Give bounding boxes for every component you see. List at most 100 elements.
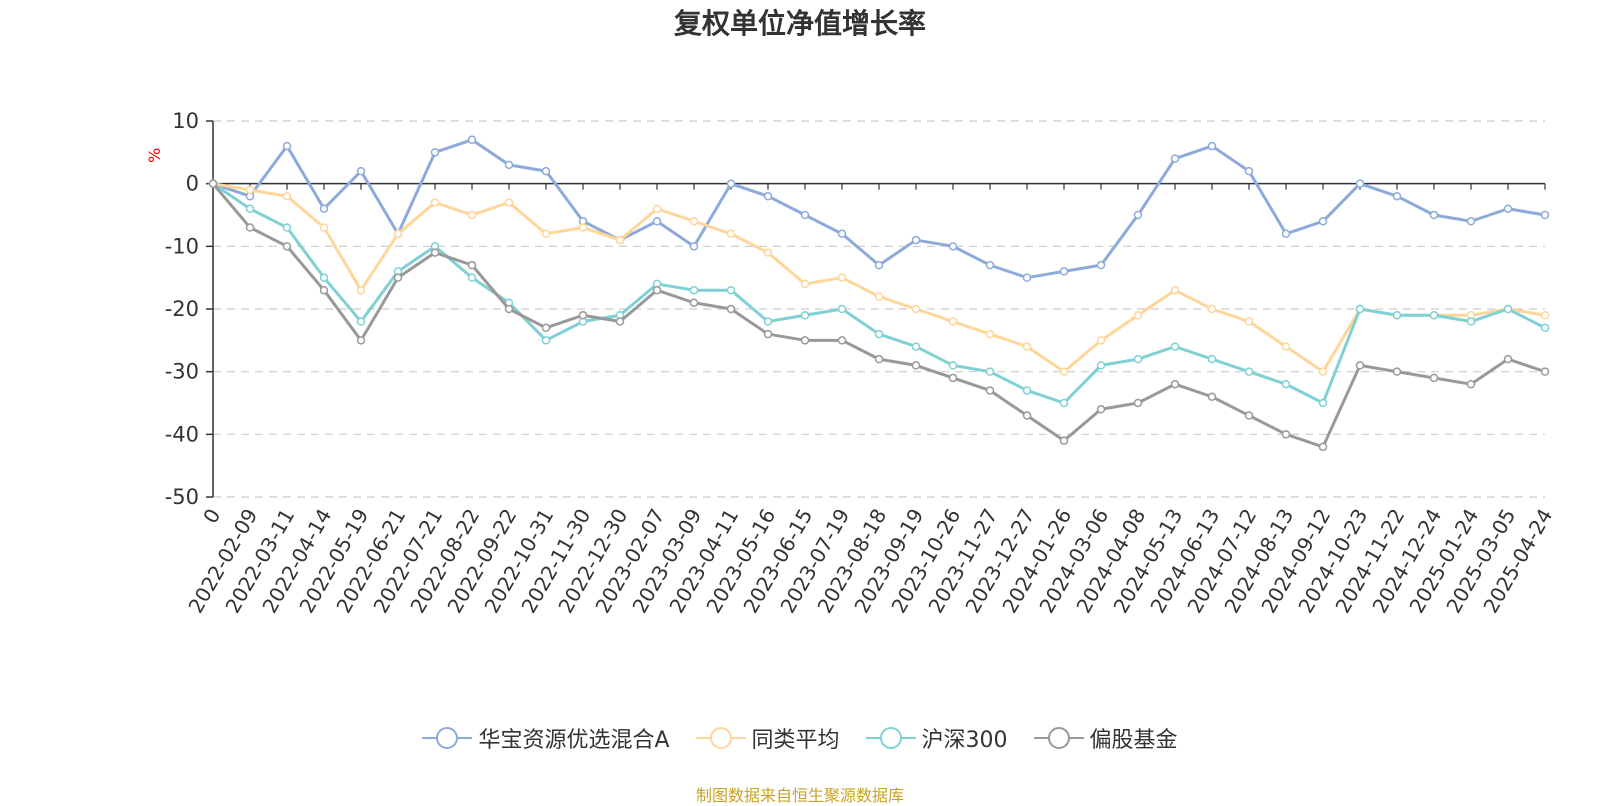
data-point-fund — [356, 166, 366, 176]
data-point-equity — [356, 336, 366, 345]
data-point-hs300 — [1207, 354, 1217, 364]
data-point-hs300 — [1170, 342, 1180, 351]
data-point-fund — [467, 135, 477, 145]
data-point-equity — [1392, 367, 1402, 376]
data-point-equity — [541, 323, 551, 333]
legend-marker-icon — [422, 727, 473, 749]
data-point-peer — [689, 217, 699, 226]
data-point-hs300 — [1133, 354, 1143, 364]
data-point-peer — [504, 198, 514, 207]
data-point-fund — [837, 229, 847, 239]
data-point-equity — [467, 260, 477, 270]
data-point-peer — [800, 279, 810, 289]
legend-item-hs300[interactable]: 沪深300 — [865, 722, 1008, 754]
data-point-peer — [1244, 317, 1254, 326]
data-point-equity — [874, 354, 884, 364]
data-point-equity — [800, 336, 810, 345]
data-point-peer — [541, 229, 551, 239]
data-point-peer — [615, 235, 625, 245]
data-point-fund — [282, 141, 292, 151]
data-point-equity — [578, 311, 588, 320]
legend: 华宝资源优选混合A 同类平均 沪深300 偏股基金 — [0, 722, 1600, 754]
y-tick-label: -40 — [165, 422, 199, 446]
data-point-equity — [1022, 411, 1032, 420]
x-tick-label: 0 — [198, 505, 225, 528]
data-point-equity — [911, 361, 921, 370]
y-tick-label: -10 — [165, 234, 199, 258]
data-point-fund — [948, 242, 958, 251]
data-point-fund — [1059, 267, 1069, 276]
data-point-equity — [319, 285, 329, 295]
data-point-equity — [430, 248, 440, 257]
data-point-hs300 — [911, 342, 921, 351]
data-point-peer — [467, 210, 477, 220]
data-point-fund — [726, 179, 736, 188]
data-point-hs300 — [763, 317, 773, 326]
data-point-fund — [1540, 210, 1550, 220]
data-point-peer — [1540, 311, 1550, 320]
data-point-equity — [245, 223, 255, 232]
data-point-hs300 — [689, 285, 699, 295]
data-point-equity — [504, 304, 514, 314]
data-point-peer — [430, 198, 440, 207]
data-point-equity — [726, 304, 736, 314]
legend-item-fund[interactable]: 华宝资源优选混合A — [422, 722, 670, 754]
data-point-hs300 — [1503, 304, 1513, 314]
y-tick-label: -50 — [165, 485, 199, 509]
data-point-hs300 — [245, 204, 255, 213]
data-point-fund — [1503, 204, 1513, 213]
data-point-fund — [911, 235, 921, 245]
chart-title: 复权单位净值增长率 — [673, 7, 926, 40]
source-note: 制图数据来自恒生聚源数据库 — [695, 786, 904, 805]
legend-item-equity[interactable]: 偏股基金 — [1033, 722, 1178, 754]
data-point-hs300 — [467, 273, 477, 282]
data-point-equity — [689, 298, 699, 307]
data-point-fund — [430, 148, 440, 157]
data-point-equity — [1540, 367, 1550, 376]
data-point-hs300 — [726, 285, 736, 295]
data-point-equity — [948, 373, 958, 383]
data-point-hs300 — [356, 317, 366, 326]
data-point-peer — [393, 229, 403, 239]
data-point-peer — [948, 317, 958, 326]
legend-marker-icon — [1033, 727, 1084, 749]
data-point-peer — [1022, 342, 1032, 351]
data-point-equity — [393, 273, 403, 282]
data-point-fund — [1207, 141, 1217, 151]
data-point-fund — [800, 210, 810, 220]
data-point-hs300 — [1429, 311, 1439, 320]
data-point-fund — [1244, 166, 1254, 176]
y-tick-label: 10 — [172, 109, 199, 133]
data-point-fund — [319, 204, 329, 213]
y-tick-label: -30 — [165, 360, 199, 384]
data-point-hs300 — [1022, 386, 1032, 395]
data-point-peer — [874, 292, 884, 301]
data-point-equity — [1170, 379, 1180, 389]
data-point-hs300 — [541, 336, 551, 345]
data-point-fund — [1392, 191, 1402, 201]
data-point-fund — [1466, 217, 1476, 226]
legend-marker-icon — [865, 727, 916, 749]
y-tick-label: -20 — [165, 297, 199, 321]
legend-label: 华宝资源优选混合A — [478, 728, 670, 753]
data-point-peer — [282, 191, 292, 201]
legend-label: 沪深300 — [921, 728, 1008, 753]
y-axis-unit: % — [145, 148, 164, 163]
data-point-peer — [1096, 336, 1106, 345]
data-point-hs300 — [282, 223, 292, 232]
line-chart: 100-10-20-30-40-5002022-02-092022-03-112… — [145, 109, 1557, 617]
data-point-hs300 — [948, 361, 958, 370]
legend-item-peer[interactable]: 同类平均 — [695, 722, 840, 754]
data-point-fund — [689, 242, 699, 251]
data-point-fund — [1022, 273, 1032, 282]
data-point-hs300 — [1244, 367, 1254, 376]
data-point-fund — [985, 260, 995, 270]
data-point-equity — [1207, 392, 1217, 401]
data-point-hs300 — [1355, 304, 1365, 314]
data-point-equity — [208, 179, 218, 188]
data-point-equity — [1133, 398, 1143, 408]
data-point-equity — [1466, 379, 1476, 389]
data-point-hs300 — [837, 304, 847, 314]
data-point-equity — [1281, 430, 1291, 439]
data-point-fund — [541, 166, 551, 176]
